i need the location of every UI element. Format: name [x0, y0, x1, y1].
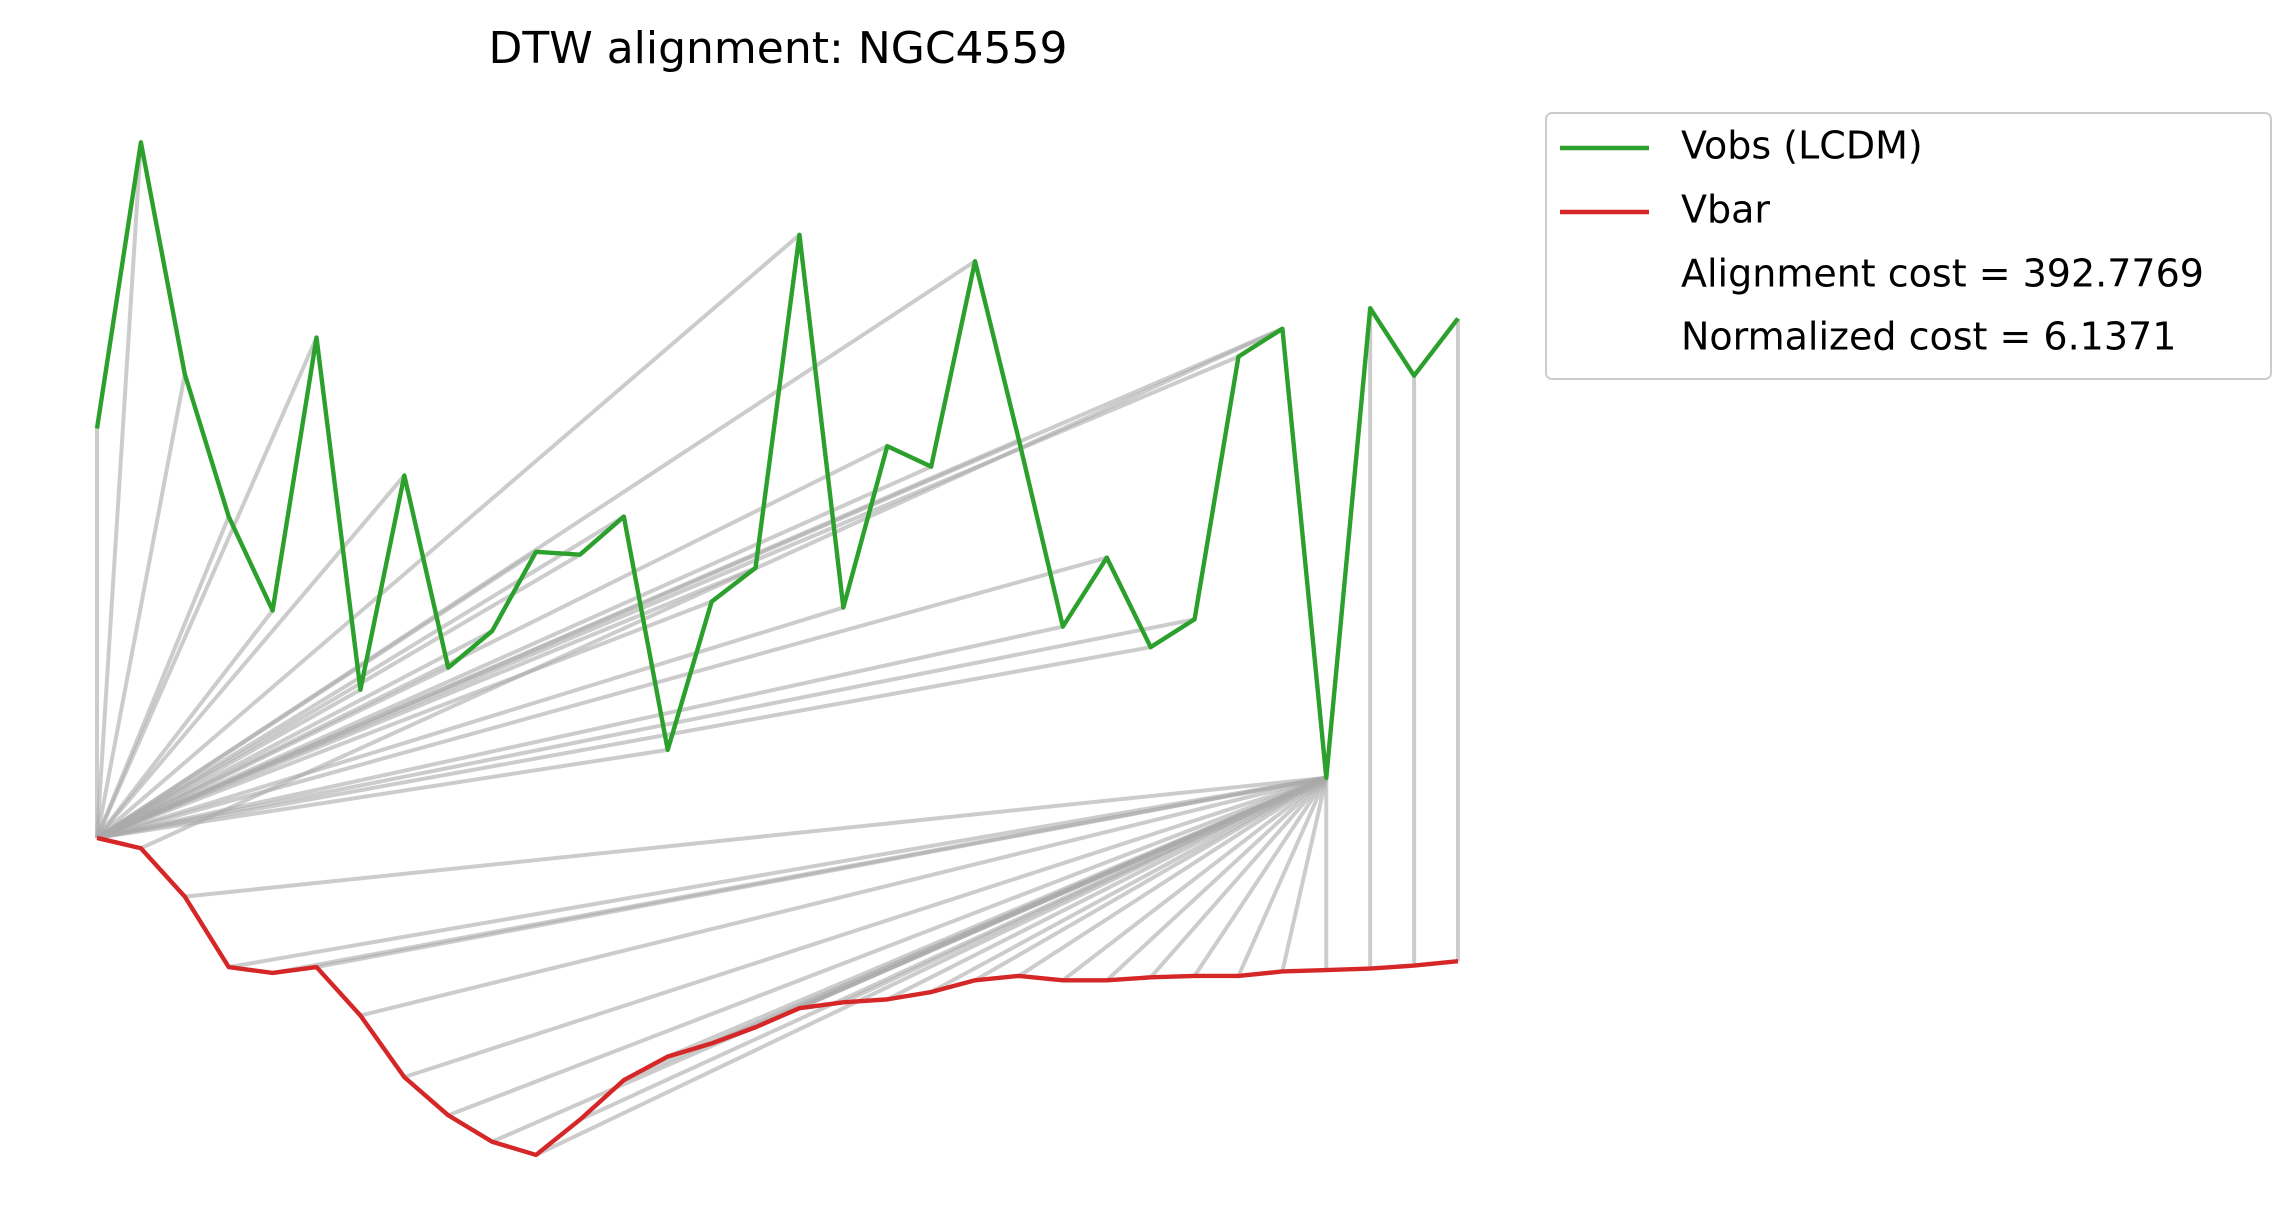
chart-title: DTW alignment: NGC4559 [488, 23, 1067, 74]
legend-label: Vbar [1681, 188, 1770, 232]
alignment-link [1280, 777, 1329, 972]
alignment-link [1017, 776, 1328, 978]
alignment-link [95, 142, 143, 839]
alignment-link [96, 555, 1108, 840]
alignment-link [96, 605, 844, 840]
alignment-link [886, 775, 1328, 1002]
alignment-link [1236, 776, 1329, 977]
legend-box [1545, 112, 2272, 380]
alignment-link [1192, 776, 1328, 977]
legend-label: Vobs (LCDM) [1681, 124, 1923, 168]
alignment-link [316, 775, 1327, 970]
alignment-link [798, 775, 1328, 1011]
alignment-link [228, 775, 1327, 970]
alignment-link [140, 326, 1284, 851]
alignment-link [96, 444, 889, 840]
alignment-link [403, 775, 1327, 1080]
alignment-link [95, 474, 406, 840]
alignment-link [1149, 776, 1328, 979]
series-line [96, 835, 1459, 1158]
alignment-link [95, 259, 977, 840]
alignment-link [95, 336, 319, 839]
alignment-link [1061, 776, 1328, 982]
alignment-link [96, 624, 1064, 840]
series-line [94, 140, 1460, 780]
alignment-link [96, 617, 1195, 840]
legend-annotation: Normalized cost = 6.1371 [1681, 315, 2176, 359]
alignment-link [96, 645, 1152, 840]
alignment-link [95, 233, 801, 840]
alignment-link [95, 373, 187, 839]
alignment-link [447, 775, 1328, 1118]
alignment-link [1105, 776, 1328, 982]
alignment-link [96, 599, 713, 840]
legend-annotation: Alignment cost = 392.7769 [1681, 252, 2204, 296]
alignment-link [974, 776, 1328, 983]
alignment-link [95, 609, 275, 840]
alignment-link [842, 775, 1328, 1005]
alignment-link [359, 775, 1327, 1018]
alignment-link [96, 326, 1284, 840]
alignment-link [184, 775, 1327, 899]
